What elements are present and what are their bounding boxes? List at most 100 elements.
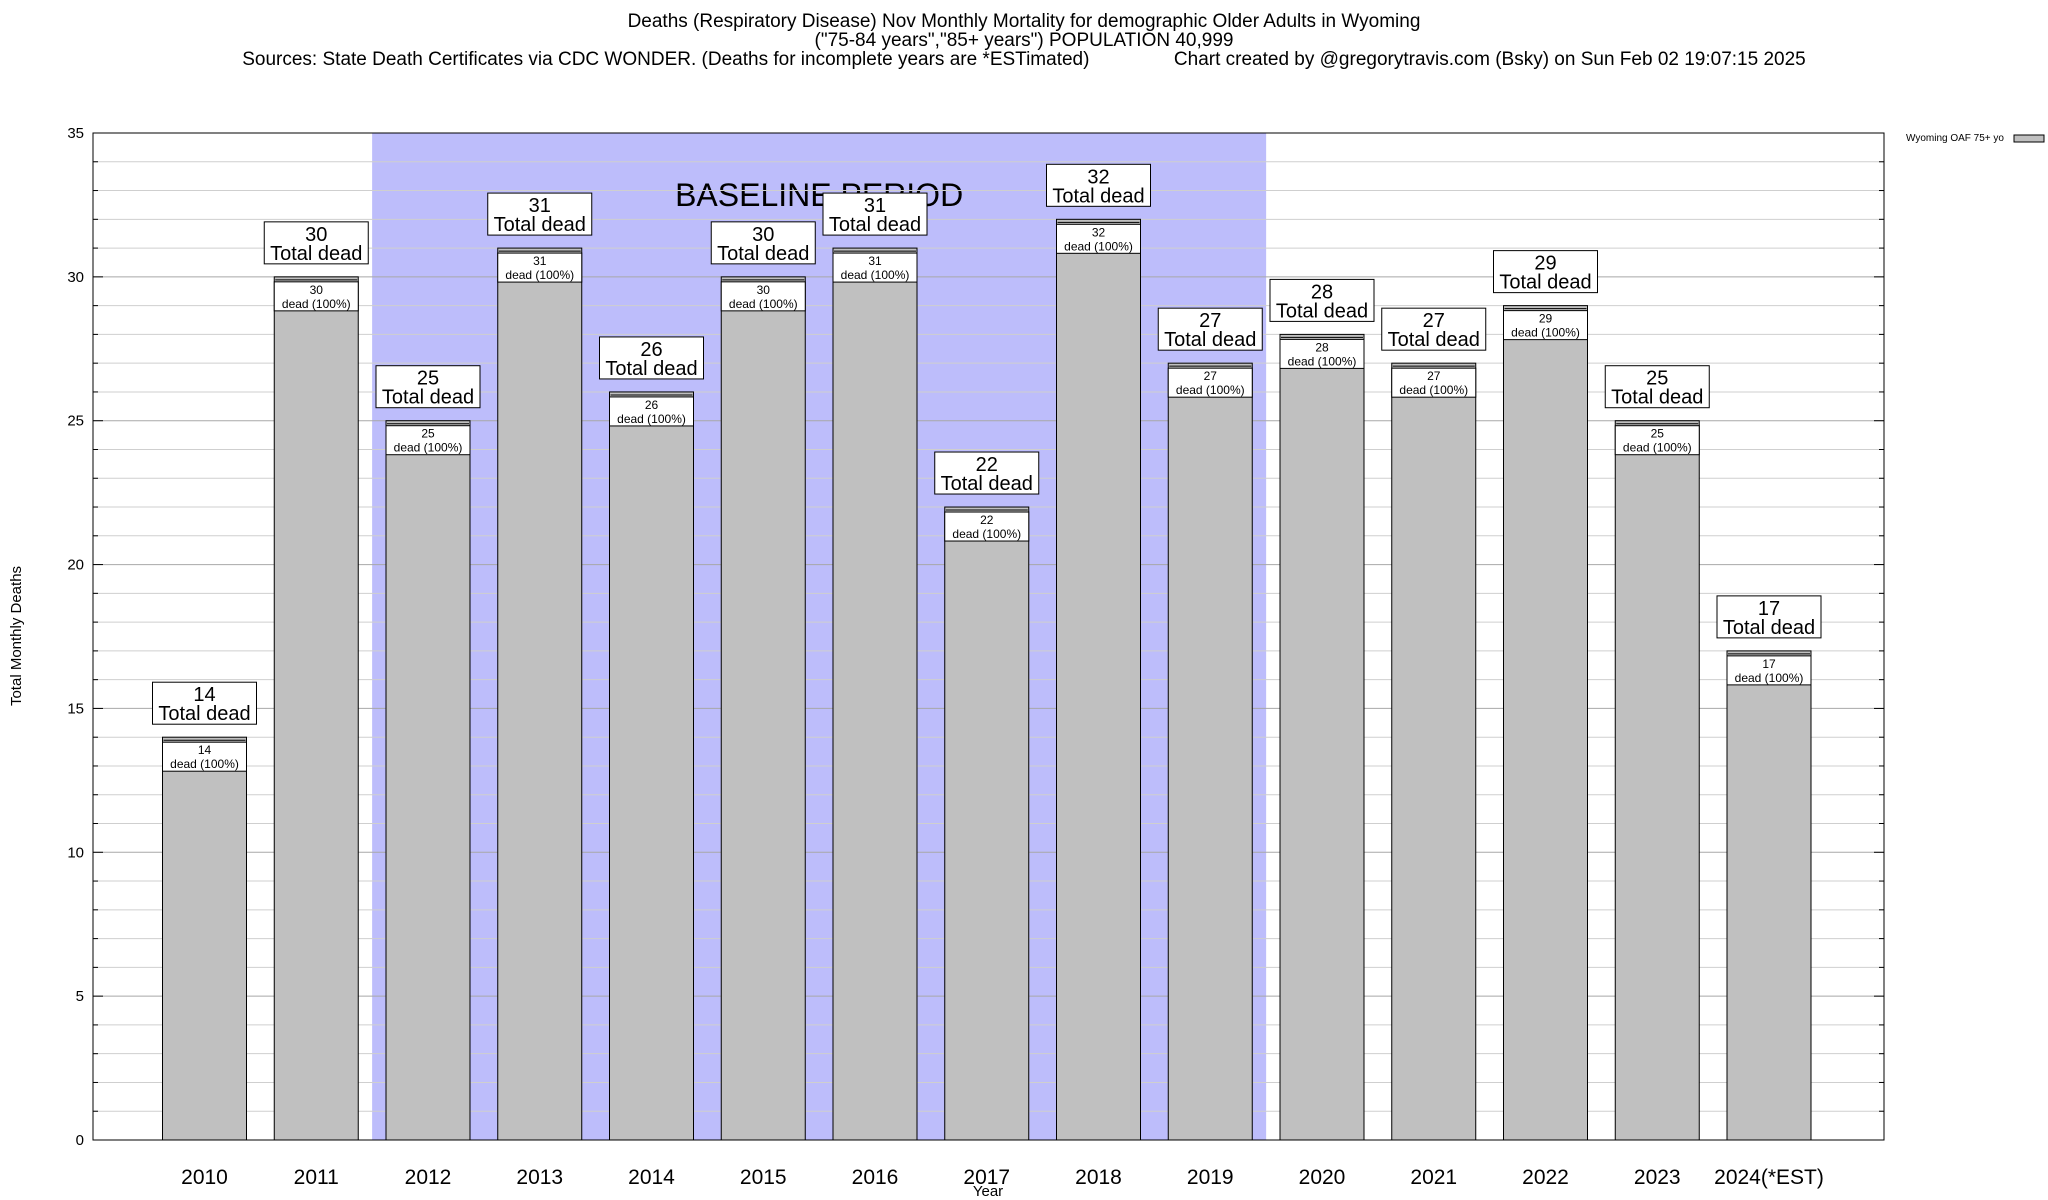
total-caption-label: Total dead bbox=[494, 214, 586, 236]
x-tick-label: 2022 bbox=[1522, 1166, 1569, 1189]
inner-value-label: 31 bbox=[533, 254, 547, 268]
inner-value-label: 14 bbox=[198, 743, 212, 757]
total-value-label: 27 bbox=[1423, 310, 1445, 332]
total-label-box bbox=[934, 451, 1040, 495]
bar bbox=[1726, 650, 1812, 1141]
total-value-label: 31 bbox=[864, 195, 886, 217]
total-caption-label: Total dead bbox=[270, 243, 362, 265]
total-caption-label: Total dead bbox=[1164, 329, 1256, 351]
plot-frame bbox=[92, 132, 1885, 1141]
x-axis-label: Year bbox=[973, 1183, 1003, 1200]
bar bbox=[1503, 305, 1588, 1141]
x-tick-label: 2010 bbox=[181, 1166, 228, 1189]
y-axis: 0 5 10 15 20 25 30 35 bbox=[67, 125, 1884, 1149]
legend-swatch bbox=[2013, 134, 2045, 143]
x-tick-label: 2012 bbox=[405, 1166, 452, 1189]
total-caption-label: Total dead bbox=[717, 243, 809, 265]
total-value-label: 28 bbox=[1311, 281, 1333, 303]
inner-caption-label: dead (100%) bbox=[952, 527, 1021, 541]
total-value-label: 30 bbox=[752, 224, 774, 246]
inner-value-label: 25 bbox=[1651, 427, 1665, 441]
inner-caption-label: dead (100%) bbox=[1399, 383, 1468, 397]
inner-label-box bbox=[1503, 310, 1588, 341]
chart-credit: Chart created by @gregorytravis.com (Bsk… bbox=[1173, 49, 1806, 70]
inner-label-box bbox=[1167, 367, 1253, 398]
total-value-label: 26 bbox=[640, 339, 662, 361]
chart-title: Deaths (Respiratory Disease) Nov Monthly… bbox=[627, 11, 1421, 32]
inner-label-box bbox=[720, 281, 806, 312]
x-axis: 2010 2011 2012 2013 2014 2015 2016 2017 2018 2019… bbox=[181, 1166, 1824, 1189]
total-caption-label: Total dead bbox=[1611, 387, 1703, 409]
inner-value-label: 29 bbox=[1539, 312, 1553, 326]
inner-caption-label: dead (100%) bbox=[1511, 326, 1580, 340]
inner-label-box bbox=[162, 741, 247, 772]
x-tick-label: 2011 bbox=[294, 1166, 339, 1189]
inner-value-label: 28 bbox=[1315, 340, 1329, 354]
y-axis-label: Total Monthly Deaths bbox=[8, 566, 25, 706]
total-caption-label: Total dead bbox=[1388, 329, 1480, 351]
total-caption-label: Total dead bbox=[1052, 185, 1144, 207]
total-label-box bbox=[822, 192, 928, 236]
inner-caption-label: dead (100%) bbox=[1064, 239, 1133, 253]
bar bbox=[944, 506, 1030, 1141]
x-tick-label: 2018 bbox=[1075, 1166, 1122, 1189]
total-label-box bbox=[1046, 163, 1151, 207]
x-tick-label: 2016 bbox=[852, 1166, 899, 1189]
inner-value-label: 17 bbox=[1762, 657, 1776, 671]
bar bbox=[720, 276, 806, 1141]
y-tick-label: 20 bbox=[67, 557, 84, 574]
inner-caption-label: dead (100%) bbox=[505, 268, 574, 282]
total-value-label: 27 bbox=[1199, 310, 1221, 332]
inner-caption-label: dead (100%) bbox=[1735, 671, 1804, 685]
total-label-box bbox=[263, 221, 369, 265]
total-value-label: 14 bbox=[193, 684, 215, 706]
chart-header: Deaths (Respiratory Disease) Nov Monthly… bbox=[0, 12, 2048, 69]
total-label-box bbox=[1381, 307, 1487, 351]
total-label-box bbox=[710, 221, 816, 265]
chart-subtitle: ("75-84 years","85+ years") POPULATION 4… bbox=[814, 30, 1234, 51]
x-tick-label: 2020 bbox=[1299, 1166, 1346, 1189]
legend: Wyoming OAF 75+ yo bbox=[1906, 133, 2045, 144]
chart-source-line: Sources: State Death Certificates via CD… bbox=[0, 50, 2048, 69]
inner-label-box bbox=[1614, 425, 1700, 456]
inner-label-box bbox=[273, 281, 359, 312]
total-value-label: 17 bbox=[1758, 598, 1780, 620]
bar bbox=[832, 247, 918, 1141]
total-caption-label: Total dead bbox=[1276, 300, 1368, 322]
x-tick-label: 2021 bbox=[1410, 1166, 1457, 1189]
inner-label-box bbox=[497, 252, 583, 283]
total-value-label: 22 bbox=[976, 454, 998, 476]
total-value-label: 29 bbox=[1534, 253, 1556, 275]
total-label-box bbox=[1716, 595, 1822, 639]
inner-label-box bbox=[832, 252, 918, 283]
bar bbox=[609, 391, 694, 1141]
total-caption-label: Total dead bbox=[158, 703, 250, 725]
y-tick-label: 30 bbox=[67, 269, 84, 286]
inner-label-box bbox=[944, 511, 1030, 542]
inner-label-box bbox=[1391, 367, 1477, 398]
inner-label-box bbox=[1279, 338, 1365, 369]
inner-label-box bbox=[1056, 223, 1141, 254]
total-caption-label: Total dead bbox=[829, 214, 921, 236]
total-caption-label: Total dead bbox=[941, 473, 1033, 495]
y-tick-label: 0 bbox=[76, 1132, 84, 1149]
y-tick-label: 15 bbox=[67, 700, 84, 717]
total-label-box bbox=[1269, 278, 1375, 322]
x-tick-label: 2024(*EST) bbox=[1714, 1166, 1824, 1189]
y-tick-label: 35 bbox=[67, 125, 84, 142]
inner-caption-label: dead (100%) bbox=[729, 297, 798, 311]
inner-caption-label: dead (100%) bbox=[617, 412, 686, 426]
inner-value-label: 26 bbox=[645, 398, 659, 412]
bar bbox=[497, 247, 583, 1141]
total-value-label: 30 bbox=[305, 224, 327, 246]
total-label-box bbox=[487, 192, 593, 236]
inner-caption-label: dead (100%) bbox=[1623, 441, 1692, 455]
total-value-label: 31 bbox=[529, 195, 551, 217]
x-tick-label: 2023 bbox=[1634, 1166, 1681, 1189]
x-tick-label: 2013 bbox=[516, 1166, 563, 1189]
inner-caption-label: dead (100%) bbox=[1176, 383, 1245, 397]
inner-caption-label: dead (100%) bbox=[170, 757, 239, 771]
inner-value-label: 32 bbox=[1092, 225, 1106, 239]
